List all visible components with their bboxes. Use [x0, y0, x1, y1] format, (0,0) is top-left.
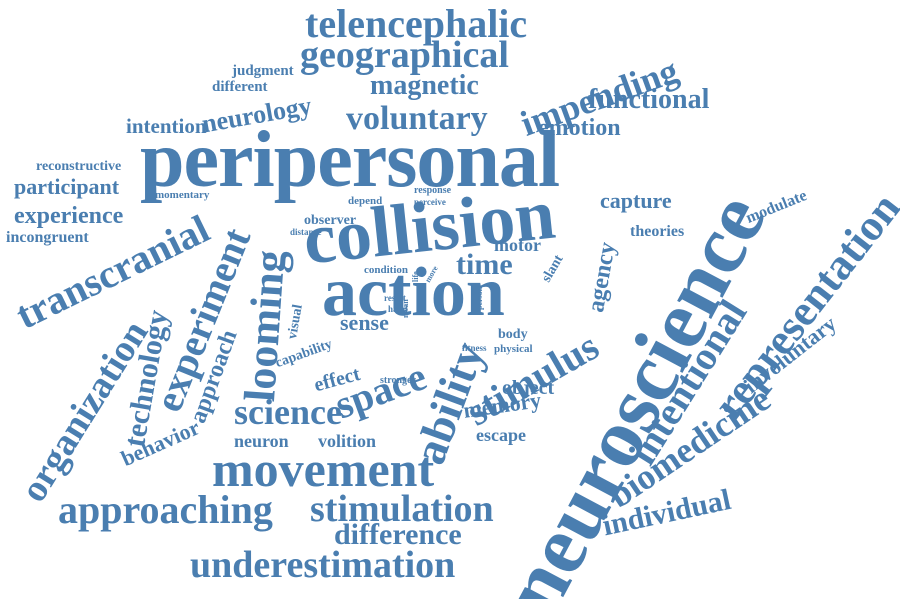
word: participant [14, 174, 120, 199]
word: emotion [538, 115, 621, 141]
word: voluntary [346, 100, 488, 137]
word: experience [14, 203, 124, 229]
word: approaching [58, 487, 273, 532]
word: life [411, 271, 420, 282]
word: incongruent [6, 229, 89, 246]
word: stronger [380, 375, 416, 386]
word: judgment [232, 63, 294, 79]
word: observer [304, 213, 357, 228]
word: intention [126, 114, 207, 138]
word: science [234, 392, 342, 432]
word: reconstructive [36, 159, 122, 174]
word: underestimation [190, 544, 456, 586]
word: momentary [155, 189, 210, 201]
word: action [322, 254, 505, 331]
word: hand [388, 304, 408, 314]
word: perceive [414, 197, 446, 207]
word: motor [494, 235, 541, 255]
word: agency [583, 240, 621, 315]
word: response [414, 185, 452, 196]
word: theories [630, 223, 685, 240]
word: physical [494, 343, 533, 355]
word: visual [285, 303, 306, 341]
word: condition [364, 264, 409, 276]
word: capture [600, 188, 672, 213]
word: distance [290, 227, 322, 237]
word: geographical [300, 34, 509, 76]
word: escape [476, 425, 526, 445]
word: fitness [462, 343, 487, 353]
word: functional [588, 84, 710, 115]
word: difference [334, 518, 462, 551]
word: magnetic [370, 70, 479, 101]
word: sense [340, 310, 389, 335]
word: movement [212, 441, 435, 497]
word: telencephalic [305, 1, 528, 46]
word: stimulation [310, 488, 494, 530]
word: neuron [234, 431, 289, 451]
word: body [498, 327, 528, 342]
word: depend [348, 195, 383, 207]
word: different [212, 79, 268, 95]
word: mean [401, 299, 410, 318]
word: volition [318, 431, 377, 451]
word: object [502, 377, 555, 399]
word: looming [235, 248, 295, 404]
word: person [475, 286, 484, 310]
word: time [456, 248, 513, 281]
word: peripersonal [140, 116, 560, 204]
word: slant [539, 252, 567, 285]
word: result [384, 293, 406, 303]
